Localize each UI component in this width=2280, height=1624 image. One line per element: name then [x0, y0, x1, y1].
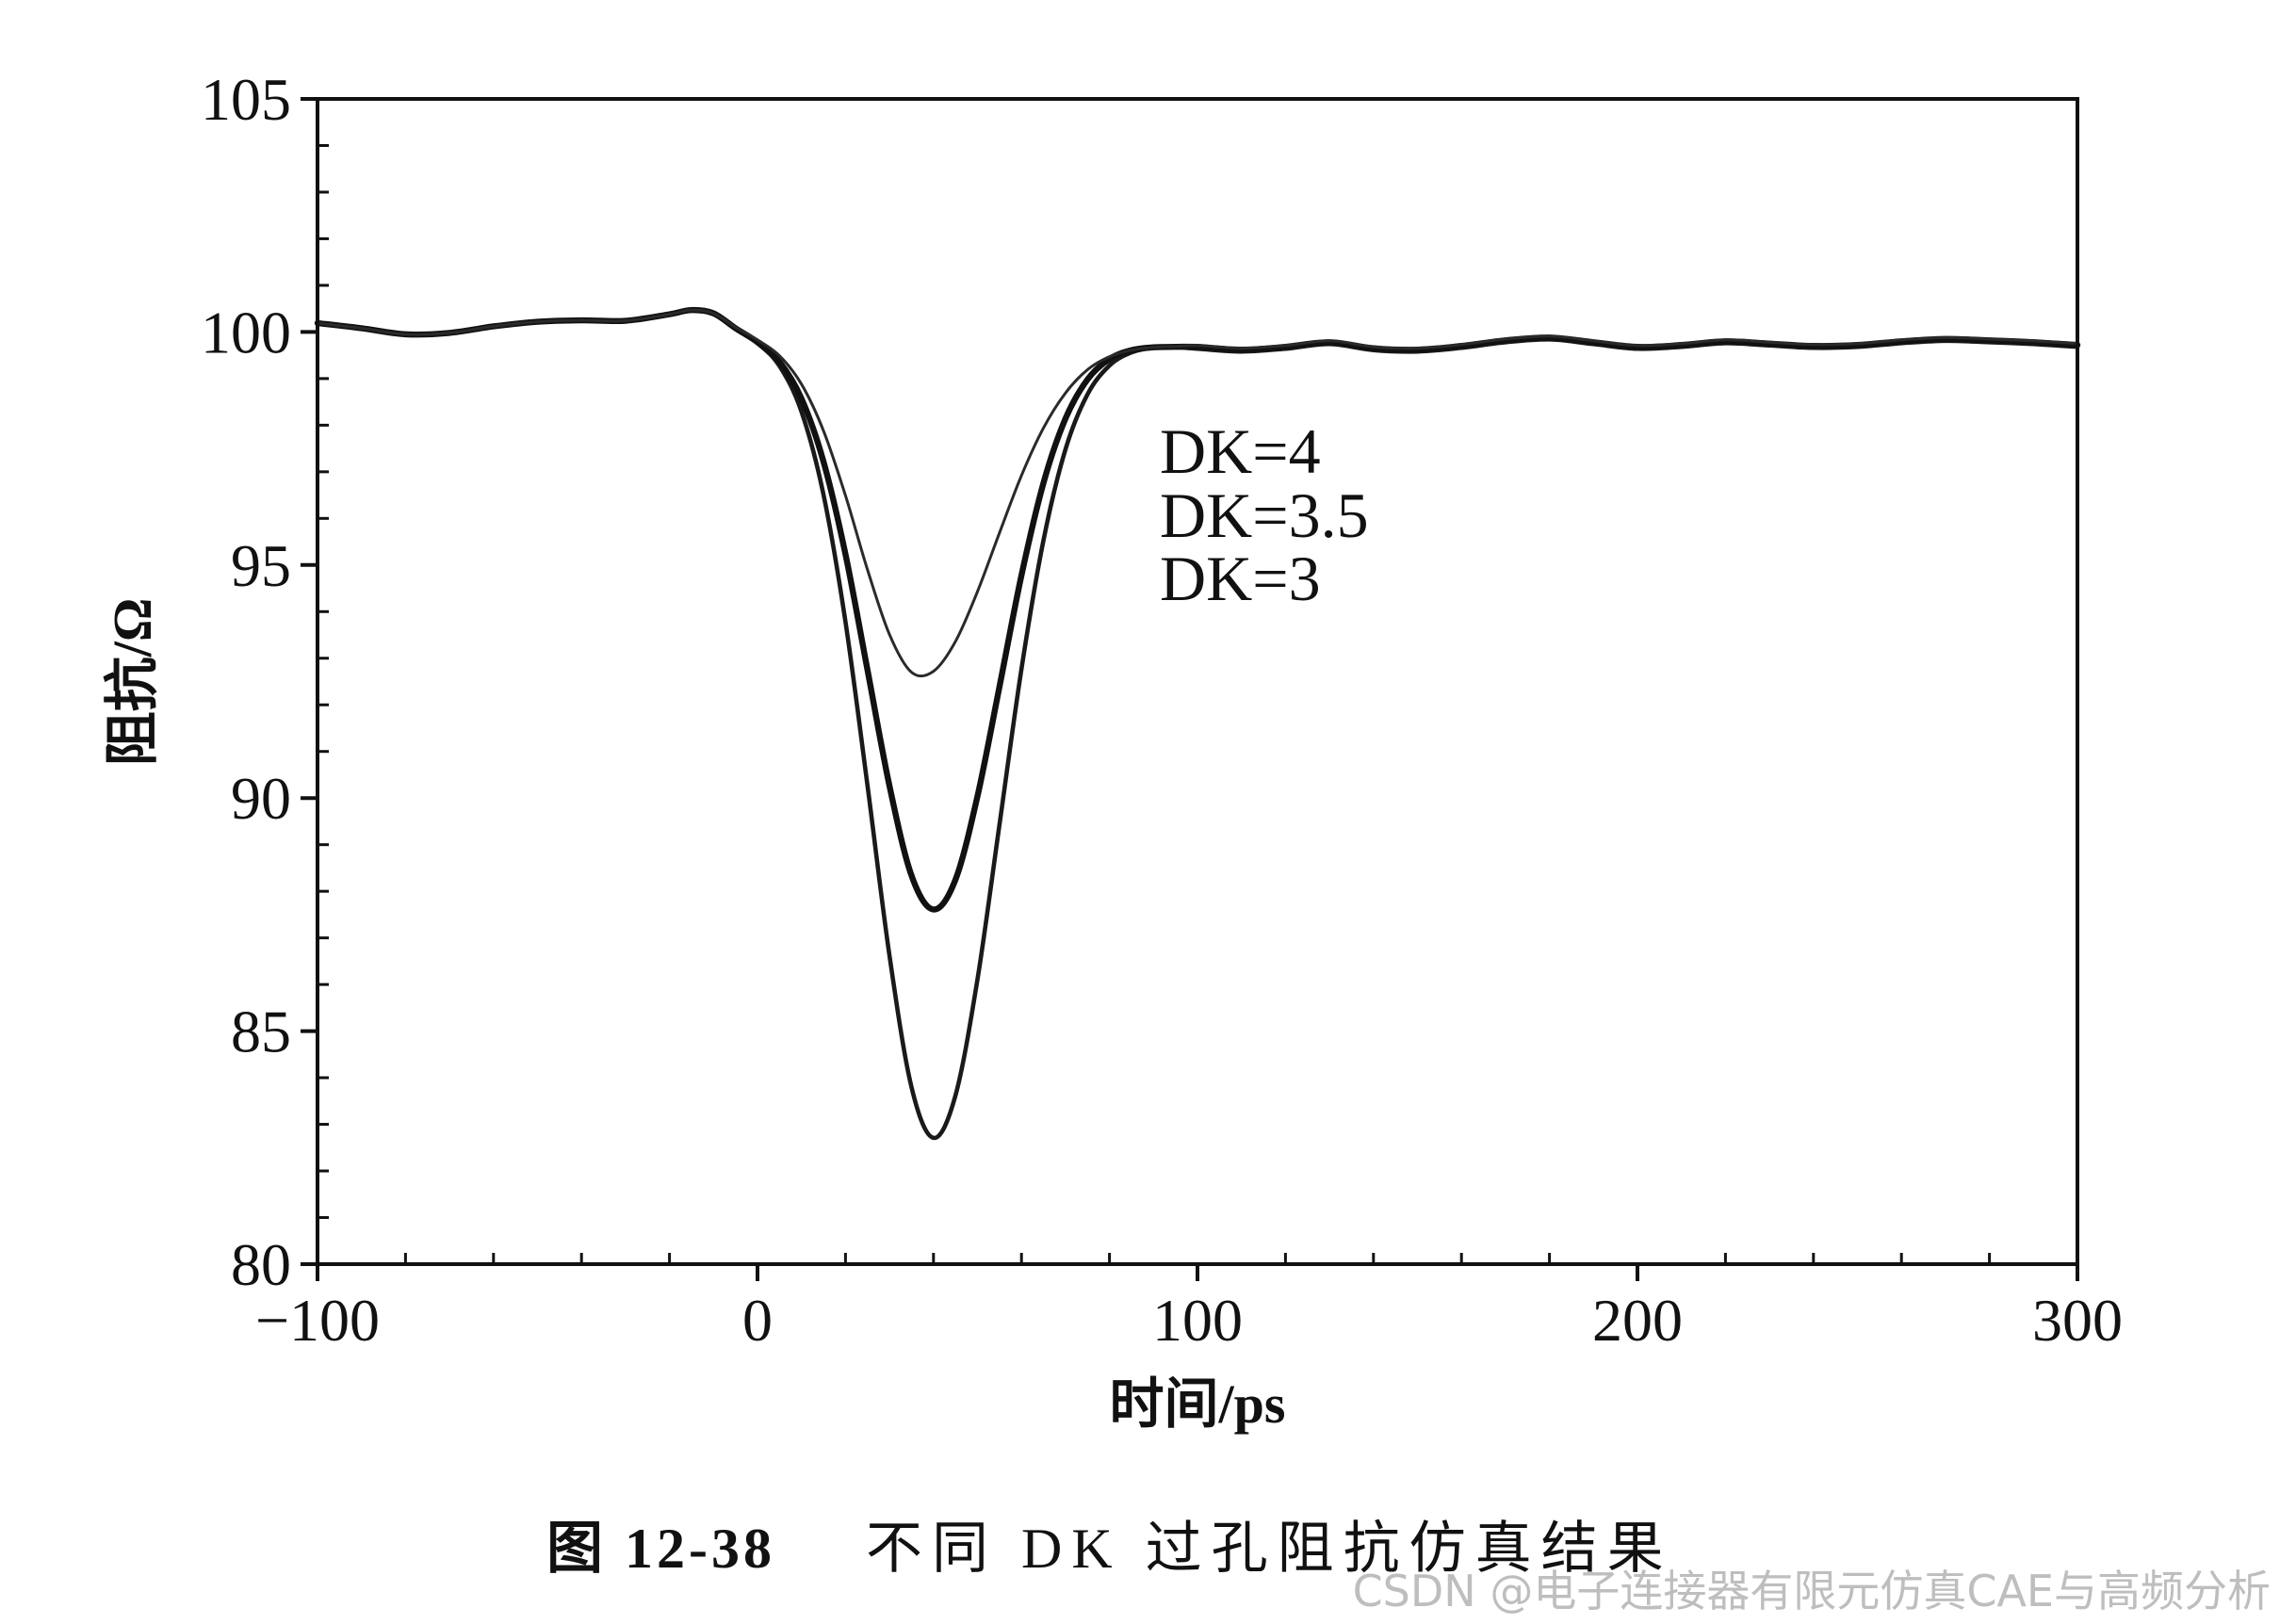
legend-label-dk-4: DK=4: [1160, 415, 1321, 487]
x-tick-label: 100: [1152, 1287, 1243, 1354]
series-line-dk-3: [316, 308, 2079, 678]
y-tick-label: 105: [201, 66, 291, 133]
x-tick-label: −100: [255, 1287, 380, 1354]
watermark: CSDN @电子连接器有限元仿真CAE与高频分析: [1353, 1566, 2271, 1616]
x-axis-title: 时间/ps: [1110, 1373, 1286, 1435]
y-tick-label: 90: [231, 765, 291, 832]
y-axis-title: 阻抗/Ω: [102, 598, 163, 767]
figure-caption: 不同 DK 过孔阻抗仿真结果: [866, 1518, 1673, 1580]
plot-frame: [316, 97, 2079, 1266]
legend-label-dk-3: DK=3: [1160, 543, 1321, 614]
figure-number: 图 12-38: [546, 1518, 775, 1580]
x-tick-label: 300: [2032, 1287, 2123, 1354]
y-tick-label: 95: [231, 532, 291, 599]
y-tick-label: 85: [231, 999, 291, 1065]
y-tick-label: 100: [201, 299, 291, 365]
x-tick-label: 200: [1592, 1287, 1683, 1354]
legend-label-dk-3-5: DK=3.5: [1160, 479, 1369, 551]
x-tick-label: 0: [742, 1287, 773, 1354]
y-tick-label: 80: [231, 1231, 291, 1298]
tick-layer: [301, 97, 2079, 1281]
series-layer: [314, 306, 2081, 1141]
tick-label-layer: 80 85 90 95 100 105 −100 0 100 200 300: [201, 66, 2123, 1354]
